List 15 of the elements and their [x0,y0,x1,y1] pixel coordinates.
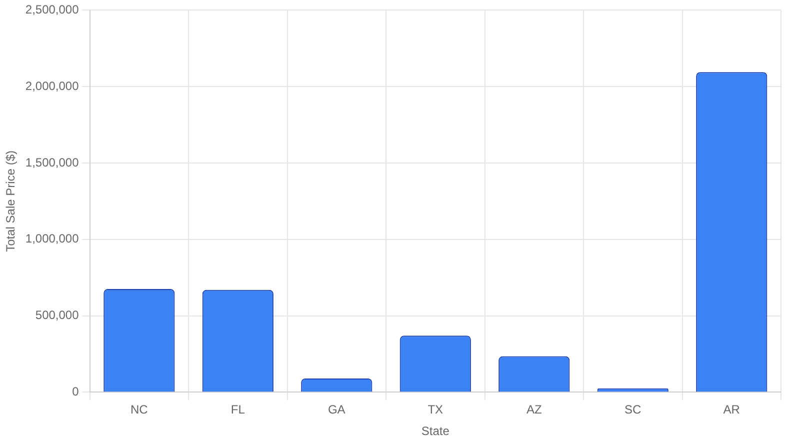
y-tick-label: 1,000,000 [25,232,80,246]
x-tick-label: SC [624,402,642,417]
x-tick-label: AZ [526,402,542,417]
x-tick-label: AR [723,402,740,417]
y-axis-title: Total Sale Price ($) [4,150,18,252]
y-tick-label: 1,500,000 [25,155,80,170]
x-tick-label: FL [230,402,246,417]
y-tick-label: 2,500,000 [25,2,80,17]
x-tick-label: GA [328,402,346,417]
y-tick-label: 2,000,000 [25,78,80,93]
y-tick-label: 0 [72,384,80,399]
y-tick-label: 500,000 [35,308,80,322]
x-tick-label: TX [428,402,444,417]
x-tick-label: NC [130,402,148,417]
x-axis-title: State [421,424,450,438]
